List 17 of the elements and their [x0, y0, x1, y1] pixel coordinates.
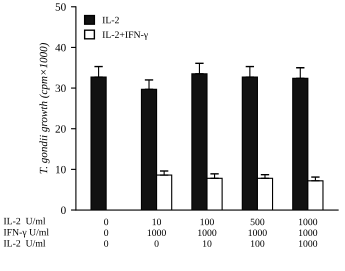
y-tick-label: 30	[56, 84, 66, 92]
legend-label: IL-2	[102, 16, 119, 24]
y-tick-label: 50	[56, 3, 66, 11]
y-axis-title: T. gondii growth (cpm×1000)	[39, 42, 50, 174]
text: IL-2 U/ml	[4, 218, 46, 224]
x-tick-label: 0 0 0	[104, 218, 108, 247]
y-tick-label: 40	[55, 44, 66, 52]
y-tick-label: 0	[61, 206, 66, 214]
text: IL-2 U/ml	[4, 240, 46, 247]
text: IFN-γ U/ml	[4, 228, 49, 238]
x-tick-label: 100 1000 10	[198, 218, 216, 247]
legend-label: IL-2+IFN-γ	[102, 31, 148, 40]
x-tick-label: 1000 1000 1000	[298, 218, 318, 247]
y-tick-label: 20	[56, 125, 66, 133]
x-tick-label: 500 1000 100	[248, 218, 267, 247]
x-tick-label: 10 1000 0	[148, 218, 166, 247]
y-tick-label: 10	[56, 166, 66, 174]
